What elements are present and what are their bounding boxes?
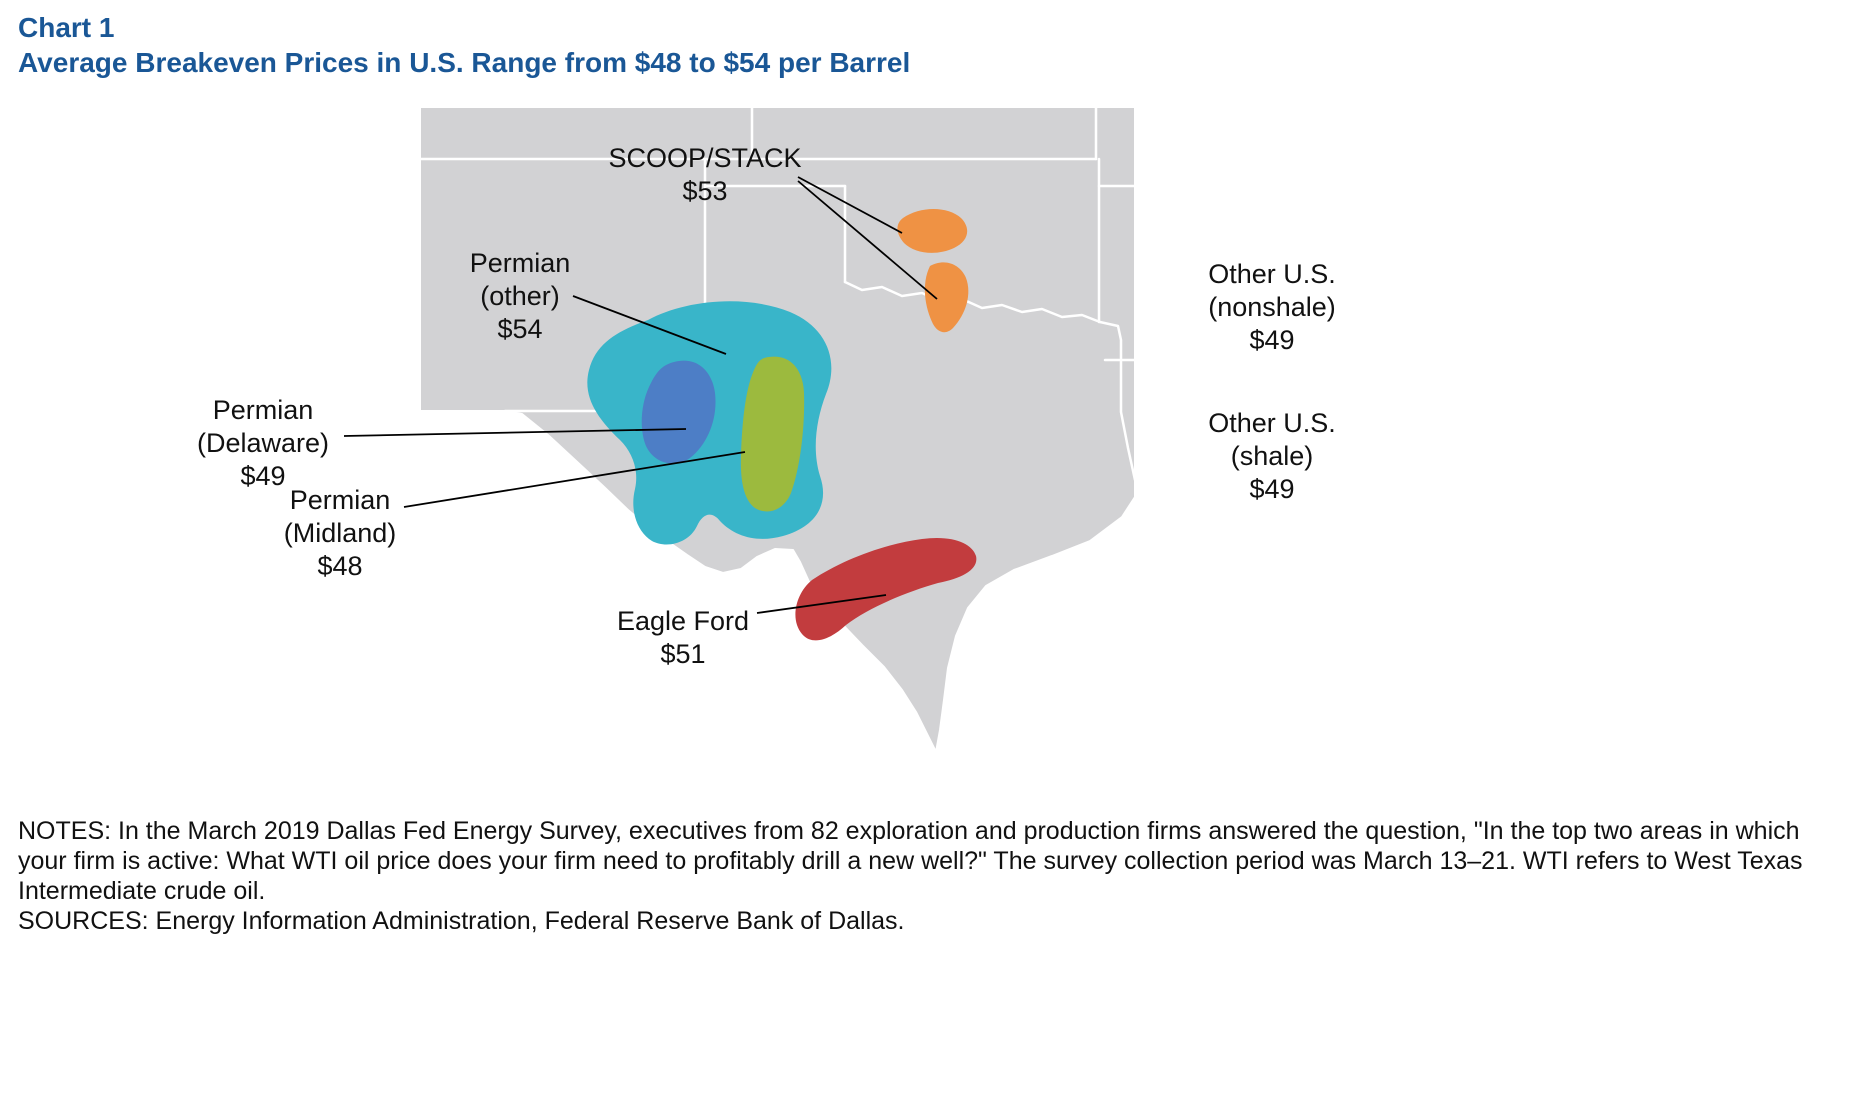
permian-delaware-region <box>641 360 716 464</box>
label-permian-midland-name: Permian <box>289 485 391 515</box>
texas-east-border <box>1098 320 1137 482</box>
chart-title: Average Breakeven Prices in U.S. Range f… <box>18 47 911 78</box>
leader-eagle-ford <box>756 594 887 614</box>
scoop-stack-region-south <box>924 262 969 333</box>
label-permian-other-name: Permian <box>469 248 571 278</box>
leader-scoop-stack-north <box>797 176 903 234</box>
label-permian-delaware-price: $49 <box>240 461 286 491</box>
leader-permian-delaware <box>343 428 687 437</box>
label-permian-other-price: $54 <box>497 314 543 344</box>
label-other-nonshale-name: Other U.S. <box>1208 259 1336 289</box>
leader-permian-midland <box>403 451 746 508</box>
label-eagle-ford-price: $51 <box>660 639 706 669</box>
label-scoop-stack-price: $53 <box>682 176 728 206</box>
label-scoop-stack-name: SCOOP/STACK <box>608 143 802 173</box>
label-scoop-stack: SCOOP/STACK $53 <box>608 142 801 208</box>
label-other-nonshale-qualifier: (nonshale) <box>1208 292 1336 322</box>
label-other-shale: Other U.S. (shale) $49 <box>1208 407 1336 506</box>
label-permian-other-qualifier: (other) <box>480 281 560 311</box>
red-river-border <box>843 280 1102 324</box>
notes-text: NOTES: In the March 2019 Dallas Fed Ener… <box>18 817 1803 905</box>
chart-footer: NOTES: In the March 2019 Dallas Fed Ener… <box>18 816 1852 936</box>
label-permian-midland: Permian (Midland) $48 <box>284 484 397 583</box>
permian-midland-region <box>740 356 805 512</box>
leader-permian-other <box>572 295 727 355</box>
eagle-ford-region <box>795 537 977 641</box>
label-permian-midland-price: $48 <box>317 551 363 581</box>
label-permian-midland-qualifier: (Midland) <box>283 518 397 548</box>
scoop-stack-region-north <box>897 209 968 253</box>
leader-scoop-stack-south <box>797 180 938 300</box>
label-permian-delaware-qualifier: (Delaware) <box>196 428 330 458</box>
label-other-nonshale: Other U.S. (nonshale) $49 <box>1208 258 1336 357</box>
label-permian-delaware-name: Permian <box>212 395 314 425</box>
label-eagle-ford-name: Eagle Ford <box>616 606 750 636</box>
label-other-shale-name: Other U.S. <box>1208 408 1336 438</box>
label-eagle-ford: Eagle Ford $51 <box>617 605 749 671</box>
label-other-shale-price: $49 <box>1249 474 1295 504</box>
leader-lines <box>343 176 938 614</box>
label-other-nonshale-price: $49 <box>1249 325 1295 355</box>
label-permian-delaware: Permian (Delaware) $49 <box>197 394 329 493</box>
label-other-shale-qualifier: (shale) <box>1230 441 1314 471</box>
chart-number: Chart 1 <box>18 12 115 43</box>
sources-text: SOURCES: Energy Information Administrati… <box>18 907 905 935</box>
label-permian-other: Permian (other) $54 <box>470 247 571 346</box>
chart-titles: Chart 1 Average Breakeven Prices in U.S.… <box>18 10 910 80</box>
